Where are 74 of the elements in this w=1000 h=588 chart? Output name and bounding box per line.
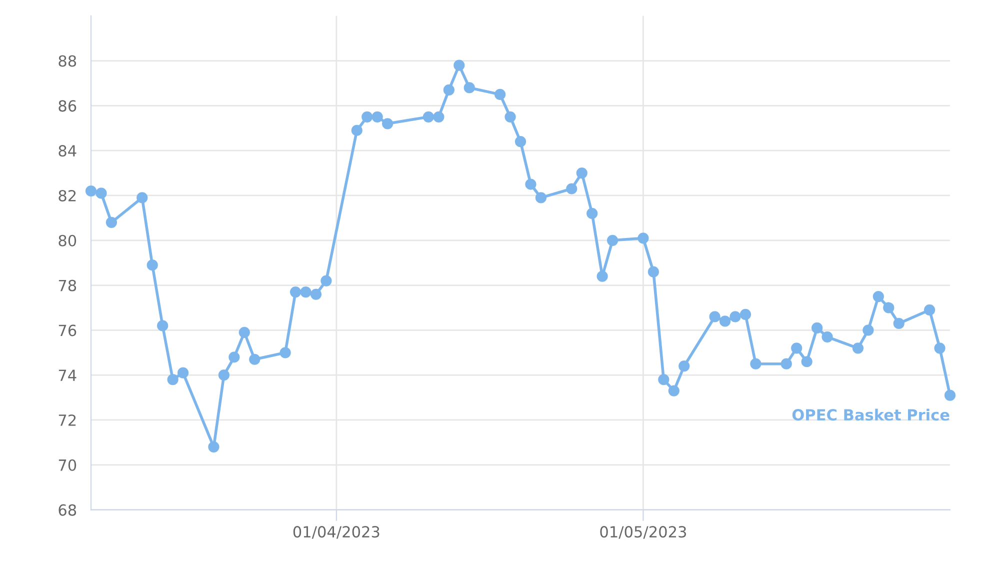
y-tick-label: 76 [58, 324, 76, 336]
point [730, 311, 741, 322]
series-label: OPEC Basket Price [792, 408, 950, 421]
point [290, 286, 302, 298]
point [238, 326, 250, 338]
y-tick-label: 84 [58, 145, 76, 157]
point [893, 318, 904, 330]
point [228, 352, 240, 363]
point [883, 302, 894, 314]
point [535, 192, 547, 204]
point [596, 270, 608, 282]
point [566, 183, 578, 194]
point [136, 192, 148, 204]
y-tick-label: 78 [58, 280, 76, 292]
point [208, 441, 220, 452]
point [443, 84, 454, 96]
y-tick-label: 82 [58, 190, 76, 202]
x-tick-label: 01/05/2023 [600, 526, 686, 539]
point [167, 374, 178, 386]
x-tick-label: 01/04/2023 [293, 526, 380, 539]
point [280, 347, 291, 358]
point [525, 178, 536, 190]
point [709, 311, 720, 322]
point [822, 331, 833, 342]
point [218, 370, 230, 381]
point [504, 111, 516, 122]
point [96, 188, 107, 199]
point [422, 111, 434, 122]
point [85, 185, 97, 197]
point [934, 342, 946, 354]
point [606, 234, 618, 246]
point [791, 342, 802, 354]
point [852, 342, 864, 354]
point [586, 208, 598, 219]
point [351, 124, 362, 136]
y-tick-label: 80 [58, 234, 76, 246]
point [514, 136, 526, 148]
point [812, 322, 823, 334]
point [780, 358, 792, 370]
point [944, 390, 956, 401]
point [300, 286, 312, 298]
point [872, 290, 884, 302]
point [433, 111, 444, 122]
point [177, 367, 189, 378]
point [750, 358, 762, 370]
point [648, 266, 659, 278]
point [678, 360, 690, 372]
point [494, 88, 506, 100]
y-tick-label: 70 [58, 459, 76, 471]
point [106, 216, 118, 228]
point [740, 308, 752, 320]
y-tick-label: 72 [58, 414, 76, 426]
point [157, 320, 168, 332]
point [372, 111, 383, 122]
y-tick-label: 86 [58, 100, 76, 112]
point [801, 356, 812, 368]
point [464, 82, 475, 94]
point [719, 316, 731, 327]
y-tick-label: 68 [58, 504, 76, 516]
point [924, 304, 936, 316]
point [320, 275, 332, 286]
point [658, 374, 670, 386]
point [638, 232, 649, 244]
point [310, 288, 322, 300]
point [249, 354, 260, 365]
point [382, 118, 394, 130]
point [576, 167, 588, 179]
point [862, 324, 874, 336]
point [454, 60, 465, 71]
point [146, 260, 158, 271]
point [668, 385, 680, 396]
y-tick-label: 74 [58, 370, 76, 381]
point [362, 111, 373, 122]
y-tick-label: 88 [58, 55, 76, 67]
